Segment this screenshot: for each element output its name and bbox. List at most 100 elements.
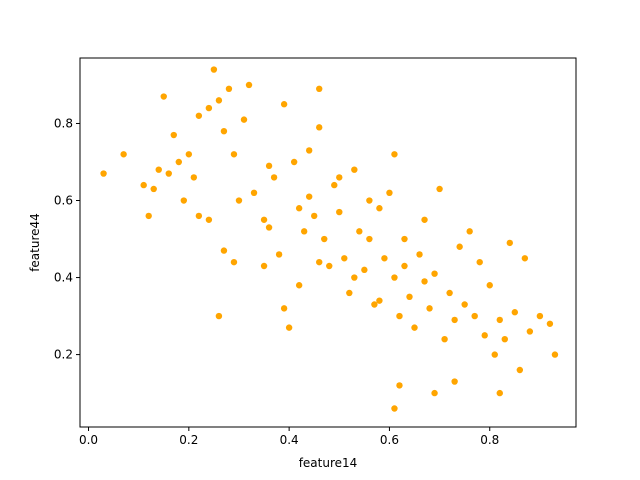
y-tick-label: 0.6 <box>54 194 73 208</box>
data-point <box>220 247 228 254</box>
data-point <box>280 101 288 108</box>
data-point <box>305 147 313 154</box>
y-tick-label: 0.2 <box>54 348 73 362</box>
x-axis-label: feature14 <box>299 456 358 470</box>
data-point <box>285 324 293 331</box>
data-point <box>316 85 323 93</box>
data-point <box>351 166 358 173</box>
data-point <box>155 166 162 173</box>
data-point <box>551 351 559 358</box>
data-point <box>230 151 238 158</box>
data-point <box>185 151 193 158</box>
data-point <box>205 216 213 223</box>
data-point <box>220 127 228 135</box>
data-point <box>260 262 268 270</box>
data-point <box>336 174 343 181</box>
data-point <box>526 328 534 335</box>
data-point <box>175 158 182 166</box>
data-point <box>456 243 463 250</box>
data-point <box>341 255 348 262</box>
data-point <box>496 389 503 397</box>
data-point <box>225 85 233 93</box>
data-point <box>230 258 238 266</box>
data-point <box>451 316 458 324</box>
x-axis: 0.0 0.2 0.4 0.6 0.8 <box>79 427 499 447</box>
data-point <box>250 189 258 197</box>
data-point <box>366 197 373 204</box>
data-point <box>401 262 408 270</box>
data-point <box>321 235 328 243</box>
points-layer <box>100 66 559 412</box>
data-point <box>476 258 483 266</box>
x-tick-label: 0.6 <box>380 433 399 447</box>
data-point <box>466 228 473 235</box>
data-point <box>280 305 288 312</box>
data-point <box>305 193 313 200</box>
data-point <box>316 258 323 266</box>
data-point <box>421 216 428 223</box>
data-point <box>215 97 223 104</box>
data-point <box>426 305 433 312</box>
data-point <box>160 93 167 100</box>
data-point <box>295 205 303 212</box>
data-point <box>195 212 203 220</box>
data-point <box>386 189 393 197</box>
data-point <box>451 378 458 385</box>
data-point <box>536 312 544 320</box>
data-point <box>245 81 253 89</box>
data-point <box>471 312 478 320</box>
data-point <box>326 262 333 270</box>
x-tick-label: 0.0 <box>79 433 98 447</box>
data-point <box>331 181 338 189</box>
data-point <box>145 212 152 220</box>
data-point <box>205 104 213 112</box>
data-point <box>235 197 243 204</box>
data-point <box>170 131 177 139</box>
data-point <box>516 366 524 374</box>
data-point <box>180 197 188 204</box>
y-axis: 0.2 0.4 0.6 0.8 <box>54 116 80 362</box>
data-point <box>165 170 172 177</box>
data-point <box>546 320 554 327</box>
data-point <box>265 162 273 170</box>
data-point <box>446 289 453 297</box>
data-point <box>496 316 503 324</box>
data-point <box>376 205 383 212</box>
data-point <box>381 255 388 262</box>
data-point <box>391 274 398 281</box>
x-tick-label: 0.2 <box>179 433 198 447</box>
x-tick-label: 0.8 <box>480 433 499 447</box>
data-point <box>210 66 218 73</box>
data-point <box>215 312 223 320</box>
y-tick-label: 0.8 <box>54 116 73 130</box>
data-point <box>140 181 147 189</box>
data-point <box>260 216 268 223</box>
data-point <box>265 224 273 231</box>
data-point <box>406 293 413 301</box>
data-point <box>361 266 368 274</box>
data-point <box>240 116 248 123</box>
data-point <box>396 382 403 389</box>
plot-background <box>80 58 576 427</box>
data-point <box>100 170 107 177</box>
x-tick-label: 0.4 <box>280 433 299 447</box>
y-axis-label: feature44 <box>28 213 42 272</box>
data-point <box>461 301 468 308</box>
data-point <box>150 185 157 193</box>
data-point <box>391 151 398 158</box>
data-point <box>336 208 343 216</box>
data-point <box>316 124 323 131</box>
data-point <box>120 151 127 158</box>
data-point <box>351 274 358 281</box>
data-point <box>290 158 298 166</box>
data-point <box>411 324 418 331</box>
data-point <box>401 235 408 243</box>
data-point <box>371 301 378 308</box>
data-point <box>506 239 513 247</box>
data-point <box>295 282 303 289</box>
data-point <box>346 289 353 297</box>
data-point <box>501 335 508 343</box>
y-tick-label: 0.4 <box>54 271 73 285</box>
data-point <box>311 212 318 220</box>
